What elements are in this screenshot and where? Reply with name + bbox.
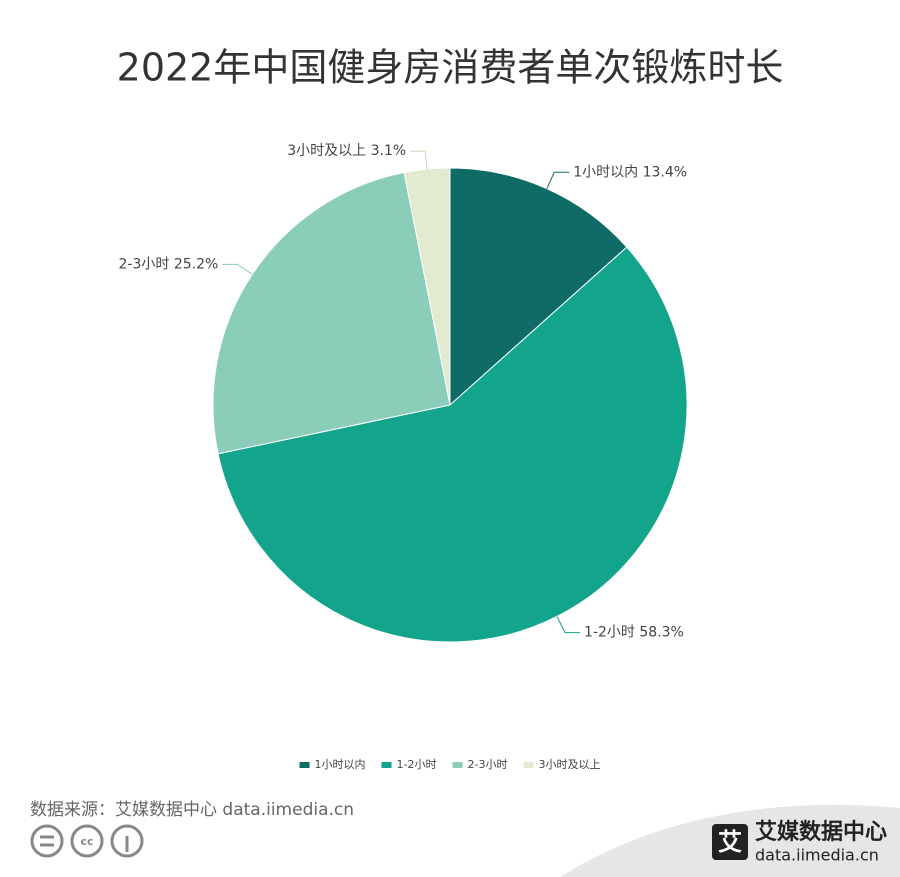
label-value: 13.4%: [643, 164, 687, 180]
cc-mark: cc: [80, 835, 93, 848]
legend-label: 2-3小时: [468, 758, 508, 771]
chart-title: 2022年中国健身房消费者单次锻炼时长: [117, 46, 784, 90]
data-label: 1小时以内 13.4%: [573, 164, 687, 180]
logo-text: 艾媒数据中心: [755, 819, 887, 845]
data-label: 1-2小时 58.3%: [584, 625, 684, 641]
data-label: 3小时及以上 3.1%: [287, 143, 406, 159]
label-value: 58.3%: [639, 625, 683, 641]
legend-label: 1小时以内: [315, 757, 366, 771]
pie-slice: [212, 171, 451, 455]
legend-swatch: [299, 762, 310, 768]
label-category: 3小时及以上: [287, 143, 366, 159]
license-icons: [30, 824, 144, 858]
legend-label: 3小时及以上: [538, 758, 600, 771]
leader-line: [546, 171, 570, 189]
pie-slice: [217, 246, 688, 643]
leader-line: [410, 150, 428, 170]
label-category: 1-2小时: [584, 625, 635, 641]
source-note: 数据来源：艾媒数据中心 data.iimedia.cn: [30, 800, 354, 820]
logo-icon: [712, 824, 748, 860]
legend: 1小时以内 1-2小时 2-3小时 3小时及以上: [299, 757, 600, 771]
leader-line: [222, 263, 253, 275]
logo-glyph: 艾: [718, 828, 742, 856]
legend-label: 1-2小时: [397, 758, 437, 771]
label-value: 25.2%: [174, 256, 218, 272]
pie-slice: [403, 167, 451, 406]
data-label: 2-3小时 25.2%: [118, 256, 218, 272]
legend-swatch: [523, 762, 534, 768]
label-value: 3.1%: [371, 143, 407, 159]
leader-line: [556, 616, 581, 634]
label-category: 1小时以内: [573, 164, 638, 180]
logo-url: data.iimedia.cn: [755, 846, 879, 865]
legend-swatch: [452, 762, 463, 768]
legend-swatch: [381, 762, 392, 768]
label-category: 2-3小时: [118, 256, 169, 272]
